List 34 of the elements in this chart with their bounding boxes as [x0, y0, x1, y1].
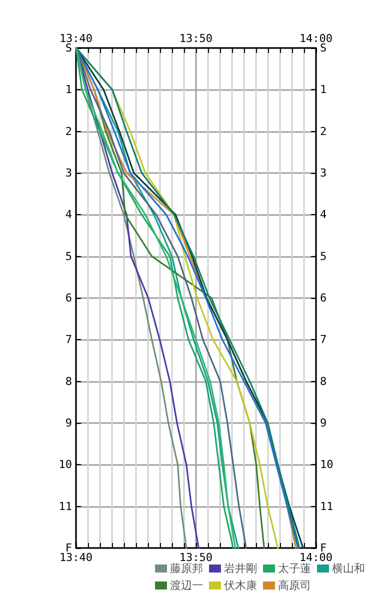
- legend-label: 藤原邦: [170, 562, 203, 575]
- legend-label: 高原司: [278, 579, 311, 592]
- legend-label: 岩井剛: [224, 562, 257, 575]
- y-tick-label: 7: [65, 333, 72, 346]
- x2-tick-label: 13:50: [179, 32, 213, 45]
- y2-tick-label: 2: [320, 124, 327, 138]
- y2-tick-label: 5: [320, 250, 327, 263]
- y2-tick-label: 7: [320, 333, 327, 346]
- y2-tick-label: 11: [320, 500, 334, 513]
- y-tick-label: 8: [65, 374, 72, 388]
- legend-label: 横山和: [332, 562, 365, 575]
- x-tick-label: 13:50: [179, 551, 213, 564]
- legend-label: 伏木康: [224, 579, 257, 592]
- y-tick-label: 6: [65, 292, 72, 304]
- y-tick-label: S: [65, 42, 72, 54]
- y-tick-label: 3: [65, 166, 72, 180]
- y2-tick-label: S: [320, 42, 327, 54]
- y2-tick-label: 4: [320, 208, 327, 222]
- y2-tick-label: 10: [320, 458, 334, 472]
- x-tick-label: 13:40: [59, 551, 93, 564]
- y-tick-label: 10: [58, 458, 72, 472]
- y2-tick-label: 8: [320, 374, 327, 388]
- legend-label: 太子蓮: [278, 562, 311, 575]
- y-tick-label: 5: [65, 250, 72, 263]
- y2-tick-label: 1: [320, 83, 327, 96]
- y-tick-label: 1: [65, 83, 72, 96]
- y-tick-label: 2: [65, 124, 72, 138]
- y2-tick-label: 6: [320, 292, 327, 304]
- y-tick-label: 9: [65, 416, 72, 430]
- y-tick-label: 4: [65, 208, 72, 222]
- legend-label: 渡辺一: [170, 579, 203, 592]
- y2-tick-label: 9: [320, 416, 327, 430]
- y-tick-label: 11: [58, 500, 72, 513]
- y2-tick-label: 3: [320, 166, 327, 180]
